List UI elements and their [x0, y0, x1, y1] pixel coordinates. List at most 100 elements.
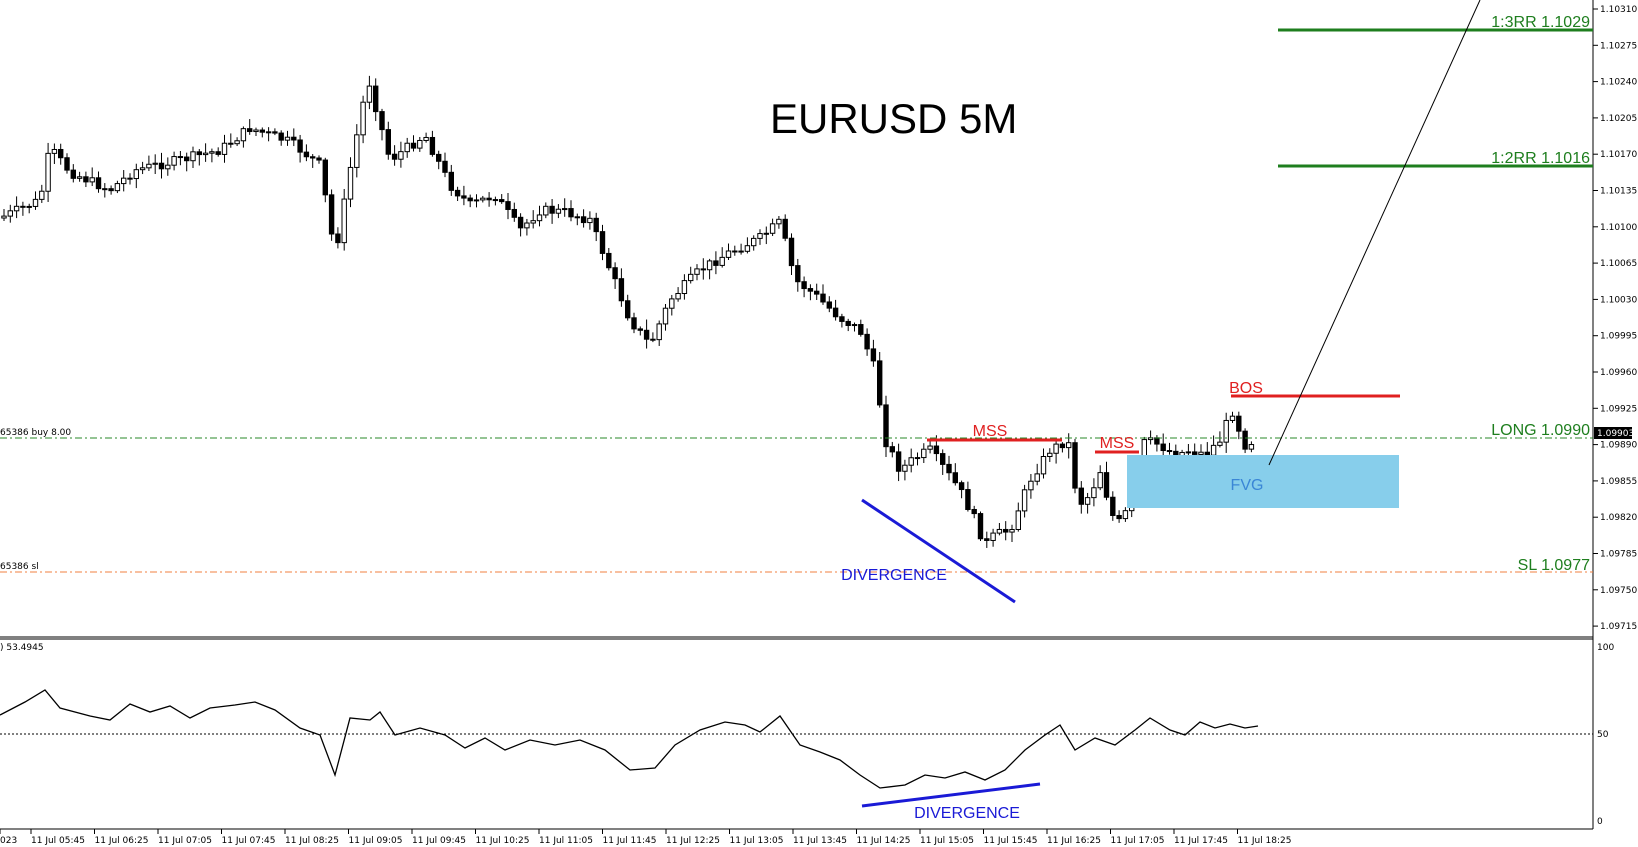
candle-body — [851, 324, 858, 327]
candle-body — [1097, 472, 1103, 489]
candle-body — [171, 156, 177, 166]
candle-body — [555, 208, 562, 214]
candle-body — [45, 152, 51, 192]
candle-body — [1003, 528, 1009, 533]
candle-body — [845, 320, 851, 326]
candle-body — [883, 404, 889, 448]
candle-body — [984, 538, 990, 541]
candle-body — [404, 142, 410, 153]
candle-body — [958, 482, 965, 491]
candle-body — [461, 195, 467, 199]
candle-body — [1242, 430, 1248, 450]
price-tick-label: 1.09890 — [1600, 441, 1637, 451]
candle-body — [165, 164, 171, 170]
candle-body — [253, 129, 259, 133]
oscillator-divergence-label: DIVERGENCE — [914, 805, 1020, 822]
candle-body — [1204, 451, 1210, 456]
candle-body — [669, 298, 675, 309]
time-tick-label: 11 Jul 07:05 — [158, 836, 212, 846]
candle-body — [908, 457, 914, 466]
candle-body — [291, 136, 297, 141]
candle-body — [1040, 456, 1047, 475]
candles — [1, 75, 1255, 548]
candle-body — [977, 513, 984, 540]
candle-body — [574, 216, 580, 219]
candle-body — [215, 151, 221, 155]
current-price-marker — [1594, 427, 1632, 439]
oscillator-line — [0, 689, 1259, 789]
candle-body — [146, 163, 152, 169]
candle-body — [927, 445, 933, 450]
time-tick-label: 11 Jul 08:25 — [285, 836, 339, 846]
candle-body — [1, 215, 7, 219]
candle-body — [694, 268, 700, 275]
candle-body — [385, 129, 392, 155]
chart-title: EURUSD 5M — [770, 95, 1017, 142]
buy-order-label: 65386 buy 8.00 — [0, 428, 71, 438]
candle-body — [436, 153, 442, 162]
time-tick-label: 11 Jul 18:25 — [1238, 836, 1292, 846]
price-tick-label: 1.10205 — [1600, 114, 1637, 124]
price-tick-label: 1.10275 — [1600, 41, 1637, 51]
time-tick-label: 11 Jul 12:25 — [666, 836, 720, 846]
candle-body — [593, 217, 599, 233]
candle-body — [303, 151, 310, 158]
candle-body — [322, 159, 329, 196]
candle-body — [914, 457, 921, 460]
candle-body — [152, 162, 158, 165]
price-divergence-line — [861, 498, 1016, 604]
candle-body — [606, 252, 612, 269]
candle-body — [1078, 487, 1084, 505]
candle-body — [108, 188, 114, 192]
candle-body — [76, 176, 83, 179]
candle-body — [284, 136, 291, 141]
candle-body — [83, 176, 89, 183]
candle-body — [272, 131, 278, 134]
time-tick-label: 11 Jul 09:05 — [349, 836, 403, 846]
candle-body — [1236, 415, 1242, 432]
candle-body — [631, 317, 637, 330]
candle-body — [64, 157, 70, 171]
mss-label-1: MSS — [973, 423, 1008, 440]
candle-body — [228, 142, 234, 145]
candle-body — [662, 307, 669, 325]
candle-body — [13, 205, 20, 212]
candle-body — [234, 140, 240, 145]
candle-body — [1021, 489, 1028, 512]
candle-body — [725, 250, 732, 258]
time-tick-label: 11 Jul 13:05 — [730, 836, 784, 846]
candle-body — [492, 199, 499, 202]
osc-tick-100: 100 — [1597, 643, 1614, 653]
candle-body — [341, 198, 347, 244]
osc-tick-50: 50 — [1597, 730, 1609, 740]
candle-body — [1084, 497, 1091, 505]
time-tick-label: 11 Jul 15:45 — [984, 836, 1038, 846]
candle-body — [221, 142, 228, 155]
sl-level-label: SL 1.0977 — [1518, 557, 1590, 574]
time-tick-label: 11 Jul 17:05 — [1111, 836, 1165, 846]
candle-body — [751, 237, 757, 247]
candle-body — [965, 489, 971, 510]
candle-body — [1066, 442, 1072, 449]
candle-body — [870, 348, 877, 362]
candle-body — [511, 208, 517, 218]
candle-body — [688, 273, 694, 282]
candle-body — [95, 177, 102, 190]
candle-body — [530, 220, 536, 224]
candle-body — [1072, 442, 1078, 489]
candle-body — [719, 256, 725, 266]
time-tick-label: 023 — [0, 836, 17, 846]
candle-body — [889, 446, 895, 453]
candle-body — [706, 260, 713, 271]
candle-body — [625, 300, 631, 319]
candle-body — [921, 448, 927, 459]
osc-tick-0: 0 — [1597, 817, 1603, 827]
candle-body — [467, 197, 473, 202]
oscillator-divergence-line — [861, 782, 1041, 808]
candle-body — [347, 166, 354, 200]
bos-label: BOS — [1229, 380, 1263, 397]
candle-body — [1116, 514, 1122, 520]
candle-body — [782, 218, 788, 239]
candle-body — [202, 152, 209, 156]
candle-body — [1053, 443, 1059, 454]
